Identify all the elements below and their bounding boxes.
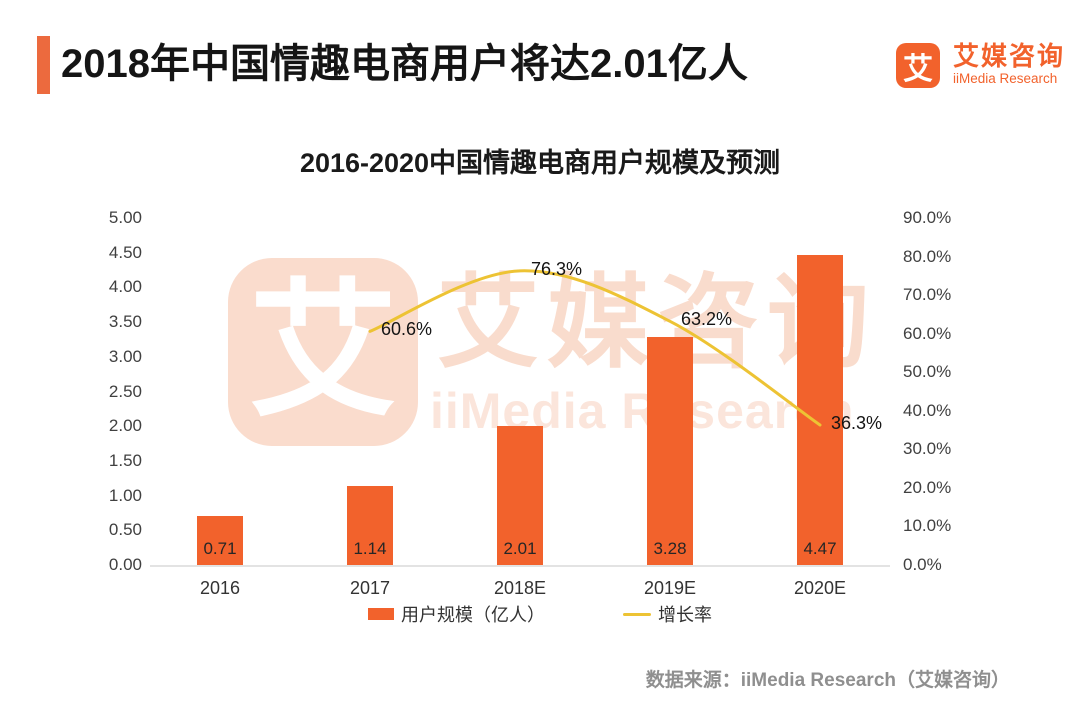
y-axis-tick: 2.50 <box>108 381 142 401</box>
y-axis-tick: 4.50 <box>108 242 142 262</box>
x-axis-label: 2017 <box>349 578 391 598</box>
y-axis-tick: 0.50 <box>108 520 142 540</box>
secondary-y-axis-tick: 10.0% <box>903 516 952 536</box>
secondary-y-axis-tick: 30.0% <box>903 439 952 459</box>
data-source: 数据来源：iiMedia Research（艾媒咨询） <box>645 670 1010 691</box>
legend-item-user-scale: 用户规模（亿人） <box>368 601 545 627</box>
y-axis-tick: 3.00 <box>108 346 142 366</box>
line-point-label: 76.3% <box>531 258 583 279</box>
secondary-y-axis-tick: 40.0% <box>903 400 952 420</box>
bar-2018E <box>497 425 543 565</box>
y-axis-tick: 2.00 <box>108 416 142 436</box>
secondary-y-axis-tick: 60.0% <box>903 323 952 343</box>
bar-2019E <box>647 337 693 565</box>
brand-logo-glyph: 艾 <box>903 52 933 86</box>
title-accent-bar <box>37 36 50 94</box>
x-axis-label: 2018E <box>493 578 547 598</box>
secondary-y-axis-tick: 20.0% <box>903 477 952 497</box>
x-axis-line <box>150 565 890 567</box>
x-axis-label: 2016 <box>199 578 241 598</box>
brand-logo-icon: 艾 <box>896 43 940 88</box>
secondary-y-axis-tick: 0.0% <box>903 555 942 574</box>
line-point-label: 60.6% <box>381 319 433 340</box>
legend-label-user-scale: 用户规模（亿人） <box>401 605 545 625</box>
bar-value-label: 4.47 <box>803 539 837 558</box>
line-series-swatch-icon <box>623 612 651 616</box>
x-axis-label: 2019E <box>643 578 697 598</box>
secondary-y-axis-tick: 80.0% <box>903 246 952 266</box>
chart-legend: 用户规模（亿人） 增长率 <box>0 601 1080 627</box>
legend-label-growth-rate: 增长率 <box>658 605 712 625</box>
legend-item-growth-rate: 增长率 <box>623 601 712 627</box>
bar-value-label: 1.14 <box>353 539 387 558</box>
x-axis-label: 2020E <box>793 578 847 598</box>
y-axis-tick: 1.50 <box>108 450 142 470</box>
line-point-label: 63.2% <box>681 309 733 330</box>
brand-logo: 艾 艾媒咨询 iiMedia Research <box>896 43 1065 88</box>
bar-2016 <box>197 515 243 565</box>
line-point-label: 36.3% <box>831 413 883 434</box>
secondary-y-axis-tick: 90.0% <box>903 208 952 227</box>
brand-name-en: iiMedia Research <box>953 71 1058 86</box>
watermark-text-en: iiMedia Research <box>430 383 855 439</box>
watermark-logo-glyph: 艾 <box>249 269 397 434</box>
bar-value-label: 0.71 <box>203 539 237 558</box>
y-axis-tick: 1.00 <box>108 485 142 505</box>
secondary-y-axis-tick: 70.0% <box>903 285 952 305</box>
bar-value-label: 3.28 <box>653 539 687 558</box>
bar-value-label: 2.01 <box>503 539 537 558</box>
watermark-logo-icon: 艾 <box>228 258 418 446</box>
y-axis-tick: 0.00 <box>108 555 142 574</box>
page-title: 2018年中国情趣电商用户将达2.01亿人 <box>61 42 748 86</box>
brand-name-cn: 艾媒咨询 <box>953 41 1066 71</box>
brand-text: 艾媒咨询 iiMedia Research <box>953 43 1065 86</box>
bar-2020E <box>797 254 843 565</box>
y-axis-tick: 5.00 <box>108 208 142 227</box>
secondary-y-axis-tick: 50.0% <box>903 362 952 382</box>
y-axis-tick: 4.00 <box>108 277 142 297</box>
y-axis-tick: 3.50 <box>108 312 142 332</box>
bar-2017 <box>347 485 393 565</box>
chart-title: 2016-2020中国情趣电商用户规模及预测 <box>299 148 781 178</box>
bar-series-swatch-icon <box>368 608 394 620</box>
